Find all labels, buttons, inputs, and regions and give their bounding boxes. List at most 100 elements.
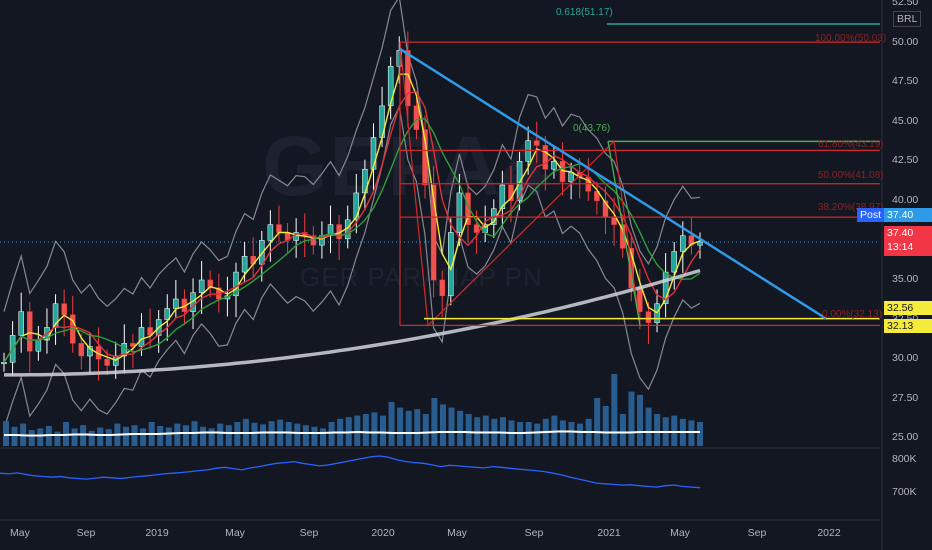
volume-bar [165,427,172,446]
volume-bar [105,429,112,446]
volume-bar [688,420,695,446]
candle-body [259,240,265,265]
volume-bar [182,425,189,446]
volume-bar [611,374,618,446]
volume-bar [97,427,104,446]
time-tick-label: May [225,527,245,539]
fib-level-label-0: 100.00%(50.03) [815,33,887,44]
volume-bar [200,426,207,446]
candle-body [1,362,7,365]
volume-bar [285,422,292,446]
volume-bar [268,421,275,446]
candle-body [78,343,85,357]
candle-body [35,339,42,352]
candle-body [430,184,437,281]
candle-body [533,140,540,146]
fib-extra-zigzag [607,141,641,326]
volume-moving-average [4,430,700,437]
candle-body [87,346,93,357]
volume-bar [431,398,438,446]
fib-level-label-4: 0.00%(32.13) [822,309,883,320]
price-tick-label: 45.00 [892,114,919,127]
candle-body [594,191,600,202]
volume-bar [559,420,566,446]
volume-bar [54,431,61,446]
candle-body [370,137,377,170]
time-tick-label: 2021 [597,527,621,539]
volume-bar [28,430,35,446]
candle-body [645,311,652,323]
post-label-tag: Post [857,208,885,222]
volume-bar [594,398,601,446]
fib-level-label-1: 61.80%(43.19) [818,139,884,150]
price-tick-label: 35.00 [892,272,919,285]
volume-bar [388,402,395,446]
volume-bar [568,422,575,446]
currency-label: BRL [893,11,922,27]
volume-bar [397,407,404,446]
last-price-tag: 37.40 13:14 [884,226,932,256]
volume-bar [302,425,309,446]
time-tick-label: Sep [747,527,767,539]
bollinger-upper [3,0,701,312]
volume-bar [379,415,386,446]
volume-bar [37,428,44,446]
volume-bar [328,422,335,446]
candle-body [173,298,179,309]
volume-bar [602,406,609,446]
volume-bar [465,414,472,446]
candle-body [516,161,523,202]
last-price-value: 37.40 [887,227,914,239]
volume-bar [457,410,464,446]
fib-level-label-2: 50.00%(41.08) [818,170,884,181]
volume-bar [671,415,678,446]
candle-body [688,235,695,246]
candle-body [473,224,480,233]
candle-body [662,271,669,304]
volume-bar [260,424,267,446]
volume-bar [320,428,327,446]
volume-bar [225,425,232,446]
price-tick-label: 50.00 [892,35,919,48]
time-tick-label: 2019 [145,527,169,539]
volume-bar [80,425,87,446]
price-tick-label: 47.50 [892,75,919,88]
trend-line [399,47,827,320]
candle-body [353,192,360,221]
candle-body [18,311,24,336]
countdown-value: 13:14 [887,241,914,253]
volume-bar [628,391,635,446]
fib-extra-label-0: 0.618(51.17) [556,7,613,18]
time-tick-label: 2022 [817,527,841,539]
price-tick-label: 40.00 [892,193,919,206]
price-tick-label: 52.50 [892,0,919,8]
volume-bar [371,412,378,446]
time-tick-label: Sep [299,527,319,539]
low-price-tag: 32.13 [884,319,932,333]
price-tick-label: 25.00 [892,431,919,444]
price-tick-label: 42.50 [892,154,919,167]
price-tick-label: 27.50 [892,391,919,404]
volume-bar [499,417,506,446]
volume-bar [362,414,369,446]
candle-body [456,192,463,233]
volume-bar [174,423,181,446]
volume-bar [645,407,652,446]
candle-body [551,161,557,170]
bollinger-lower [3,104,701,429]
candle-body [387,66,394,107]
moving-average-1 [3,73,701,363]
fib-extra-label-1: 0(43.76) [573,123,611,134]
fib-zigzag [399,42,641,327]
candle-body [207,279,213,289]
time-tick-label: Sep [524,527,544,539]
candle-body [671,251,677,273]
volume-bar [251,422,258,446]
volume-tick-label: 800K [892,453,917,465]
volume-bar [448,407,455,446]
candle-body [241,255,248,273]
volume-bar [294,423,301,446]
volume-bar [140,428,147,446]
